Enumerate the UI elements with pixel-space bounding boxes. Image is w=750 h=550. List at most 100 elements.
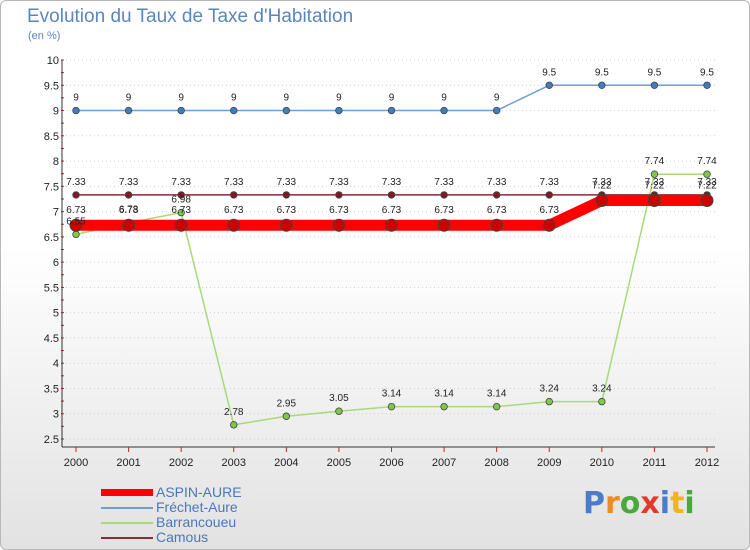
data-label: 7.33 — [119, 177, 139, 188]
y-tick-label: 9.5 — [44, 80, 59, 92]
data-point — [282, 412, 291, 420]
data-label: 9 — [494, 93, 500, 104]
y-tick-label: 8.5 — [44, 131, 59, 143]
y-tick-label: 4 — [53, 358, 59, 370]
axes: 2.5 3 3.5 4 4.5 5 5.5 6 6.5 7 7.5 8 8.5 9 9.5 10 2000 200… — [44, 55, 720, 469]
data-point — [230, 421, 238, 429]
data-point — [490, 218, 504, 232]
data-point — [700, 193, 714, 207]
data-label: 7.33 — [592, 177, 612, 188]
data-label: 3.14 — [382, 389, 402, 400]
data-point — [440, 402, 448, 411]
data-point — [124, 191, 133, 199]
data-label: 3.14 — [487, 389, 507, 400]
legend-swatch — [101, 489, 153, 496]
series-points — [69, 81, 714, 429]
data-label: 6.73 — [487, 205, 507, 216]
data-label: 7.33 — [224, 177, 244, 188]
data-point — [703, 81, 711, 89]
data-point — [72, 191, 80, 199]
logo-letter: i — [659, 486, 671, 521]
logo-letter: P — [583, 486, 605, 521]
y-tick-label: 9 — [53, 106, 59, 118]
data-point — [335, 407, 343, 415]
x-tick-label: 2001 — [116, 457, 140, 469]
data-label: 7.33 — [645, 177, 665, 188]
data-point — [177, 208, 185, 217]
data-point — [647, 193, 661, 207]
data-point — [230, 106, 238, 115]
chart-subtitle: (en %) — [28, 30, 61, 42]
data-label: 9 — [231, 93, 237, 104]
y-tick-label: 4.5 — [44, 333, 59, 345]
data-label: 9.5 — [647, 67, 661, 78]
legend-label: Fréchet-Aure — [156, 499, 238, 515]
data-label: 6.73 — [224, 205, 244, 216]
y-tick-label: 2.5 — [44, 434, 59, 446]
legend-item: Camous — [101, 530, 361, 545]
legend-item: ASPIN-AURE — [101, 485, 361, 500]
data-point — [542, 218, 556, 232]
data-label: 6.73 — [66, 205, 86, 216]
data-point — [282, 191, 291, 199]
data-label: 7.33 — [66, 177, 86, 188]
data-label: 7.22 — [645, 180, 665, 191]
y-tick-label: 10 — [47, 55, 59, 67]
legend: ASPIN-AURE Fréchet-Aure Barrancoueu Camous — [101, 485, 361, 545]
data-point — [703, 170, 711, 178]
data-label: 3.14 — [434, 389, 454, 400]
y-tick-label: 7.5 — [44, 181, 59, 193]
legend-swatch — [101, 537, 153, 539]
x-tick-label: 2000 — [64, 457, 88, 469]
data-point — [387, 106, 396, 115]
data-point — [440, 191, 448, 199]
logo-letter: o — [619, 486, 641, 521]
data-label: 6.73 — [540, 205, 560, 216]
x-tick-label: 2010 — [590, 457, 614, 469]
legend-item: Barrancoueu — [101, 515, 361, 530]
y-tick-label: 7 — [53, 207, 59, 219]
data-label: 6.73 — [329, 205, 349, 216]
legend-swatch — [101, 507, 153, 509]
data-point — [598, 81, 606, 89]
legend-label: Camous — [156, 529, 209, 545]
proxiti-logo: Proxiti — [583, 486, 695, 521]
data-label: 7.33 — [697, 177, 717, 188]
data-point — [72, 230, 80, 239]
data-label: 7.33 — [329, 177, 349, 188]
legend-label: ASPIN-AURE — [156, 484, 242, 500]
data-point — [440, 106, 448, 115]
legend-item: Fréchet-Aure — [101, 500, 361, 515]
data-point — [335, 191, 343, 199]
x-tick-label: 2009 — [537, 457, 561, 469]
legend-swatch — [101, 522, 153, 524]
data-label: 9.5 — [700, 67, 714, 78]
data-point — [650, 81, 659, 89]
data-point — [595, 193, 609, 207]
data-point — [69, 218, 83, 232]
data-label: 3.05 — [329, 393, 349, 404]
data-point — [177, 106, 185, 115]
data-point — [492, 402, 501, 411]
data-label: 7.33 — [540, 177, 560, 188]
y-tick-label: 3 — [53, 409, 59, 421]
data-point — [650, 170, 659, 178]
data-label: 7.33 — [171, 177, 191, 188]
data-point — [122, 218, 136, 232]
logo-letter: i — [684, 486, 695, 521]
data-point — [279, 218, 293, 232]
data-label: 7.22 — [592, 180, 612, 191]
data-label: 6.73 — [171, 205, 191, 216]
data-point — [545, 81, 553, 89]
data-point — [545, 191, 553, 199]
data-point — [227, 218, 241, 232]
data-point — [332, 218, 346, 232]
data-label: 9.5 — [595, 67, 609, 78]
x-tick-label: 2007 — [432, 457, 456, 469]
x-tick-label: 2002 — [169, 457, 193, 469]
data-label: 6.73 — [277, 205, 297, 216]
logo-letter: r — [605, 486, 620, 521]
data-point — [387, 191, 396, 199]
data-label: 6.78 — [119, 205, 139, 216]
y-tick-label: 5.5 — [44, 282, 59, 294]
